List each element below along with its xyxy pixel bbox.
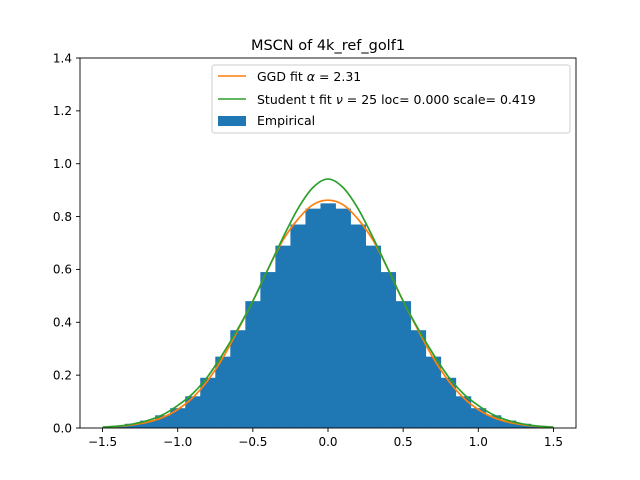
histogram-bar: [395, 301, 412, 428]
fit-curves: [102, 178, 554, 429]
histogram-bar: [515, 423, 532, 428]
histogram-bar: [335, 208, 351, 428]
legend-label-ggd: GGD fit α = 2.31: [257, 69, 361, 84]
histogram-bar: [440, 377, 457, 428]
histogram-bar: [305, 208, 321, 428]
histogram-bar: [230, 330, 246, 428]
legend-t-suffix: = 25 loc= 0.000 scale= 0.419: [343, 92, 536, 107]
histogram-bar: [215, 356, 231, 428]
histogram-bar: [200, 377, 216, 428]
histogram-bar: [320, 203, 336, 428]
histogram-bar: [500, 420, 517, 428]
y-tick-label: 0.2: [53, 368, 72, 382]
histogram-bar: [185, 396, 201, 428]
legend-ggd-suffix: = 2.31: [315, 69, 361, 84]
y-tick-label: 1.4: [53, 51, 72, 65]
x-tick-label: −1.5: [88, 435, 117, 449]
legend: GGD fit α = 2.31 Student t fit ν = 25 lo…: [211, 64, 571, 134]
x-tick-label: 1.5: [544, 435, 563, 449]
x-tick-label: 0.0: [318, 435, 337, 449]
histogram-bar: [380, 272, 397, 428]
legend-t-symbol: ν: [336, 92, 343, 107]
histogram-bar: [170, 408, 186, 428]
histogram-bar: [410, 330, 427, 428]
histogram-bar: [350, 224, 366, 428]
histogram-bar: [275, 245, 291, 428]
series-line-student-t-fit: [102, 178, 554, 429]
legend-label-empirical: Empirical: [257, 113, 315, 128]
histogram-bar: [455, 396, 472, 428]
x-tick-label: 1.0: [469, 435, 488, 449]
histogram-bar: [290, 224, 306, 428]
series-line-ggd-fit: [102, 199, 554, 429]
histogram-bar: [140, 420, 156, 428]
x-tick-label: −1.0: [163, 435, 192, 449]
x-tick-label: −0.5: [238, 435, 267, 449]
x-axis: −1.5 −1.0 −0.5 0.0 0.5 1.0 1.5: [88, 428, 563, 449]
y-tick-label: 0.8: [53, 210, 72, 224]
histogram-bar: [245, 301, 261, 428]
y-tick-label: 1.0: [53, 157, 72, 171]
histogram-bar: [125, 423, 141, 428]
legend-ggd-symbol: α: [307, 69, 316, 84]
histogram-bar: [470, 408, 487, 428]
chart-title: MSCN of 4k_ref_golf1: [251, 38, 405, 54]
legend-label-student-t: Student t fit ν = 25 loc= 0.000 scale= 0…: [257, 92, 536, 107]
y-tick-label: 1.2: [53, 104, 72, 118]
histogram-bar: [365, 245, 382, 428]
legend-swatch-empirical: [218, 116, 246, 126]
histogram-bars: [102, 203, 554, 428]
legend-box: [211, 64, 571, 134]
histogram-bar: [425, 356, 442, 428]
legend-ggd-prefix: GGD fit: [257, 69, 307, 84]
x-tick-label: 0.5: [394, 435, 413, 449]
y-tick-label: 0.0: [53, 421, 72, 435]
y-tick-label: 0.6: [53, 263, 72, 277]
y-tick-label: 0.4: [53, 316, 72, 330]
histogram-bar: [260, 272, 276, 428]
legend-t-prefix: Student t fit: [257, 92, 336, 107]
y-axis: 0.0 0.2 0.4 0.6 0.8 1.0 1.2 1.4: [53, 51, 80, 435]
